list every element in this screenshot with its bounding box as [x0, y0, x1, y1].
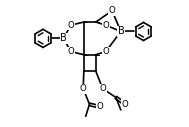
Text: O: O — [102, 47, 109, 56]
Text: O: O — [122, 100, 129, 109]
Text: O: O — [102, 21, 109, 30]
Text: O: O — [80, 84, 87, 93]
Text: O: O — [99, 84, 106, 93]
Text: O: O — [109, 6, 115, 15]
Text: O: O — [67, 47, 74, 56]
Text: B: B — [118, 26, 124, 36]
Text: B: B — [60, 33, 67, 43]
Text: O: O — [96, 102, 103, 111]
Text: O: O — [67, 21, 74, 30]
